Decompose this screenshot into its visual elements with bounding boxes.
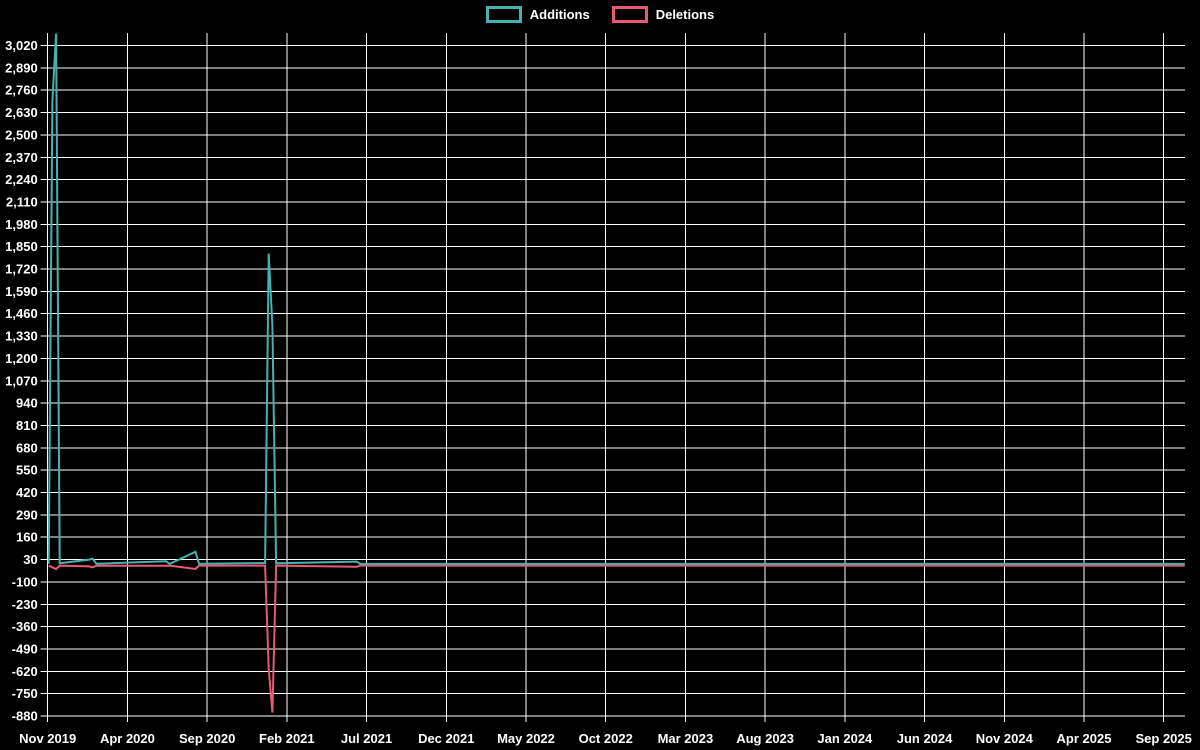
- additions-swatch-icon: [485, 6, 522, 23]
- svg-text:Apr 2025: Apr 2025: [1057, 731, 1112, 746]
- svg-text:-620: -620: [12, 664, 38, 679]
- svg-text:1,590: 1,590: [5, 284, 38, 299]
- svg-text:Aug 2023: Aug 2023: [736, 731, 794, 746]
- svg-text:680: 680: [16, 440, 38, 455]
- deletions-swatch-icon: [611, 6, 648, 23]
- svg-text:1,980: 1,980: [5, 217, 38, 232]
- svg-text:1,330: 1,330: [5, 329, 38, 344]
- svg-text:-100: -100: [12, 574, 38, 589]
- svg-text:Mar 2023: Mar 2023: [658, 731, 714, 746]
- svg-text:-360: -360: [12, 619, 38, 634]
- svg-text:Jul 2021: Jul 2021: [341, 731, 392, 746]
- legend-label-additions: Additions: [529, 7, 590, 22]
- svg-text:-750: -750: [12, 686, 38, 701]
- svg-text:2,240: 2,240: [5, 172, 38, 187]
- svg-text:Dec 2021: Dec 2021: [418, 731, 474, 746]
- legend-label-deletions: Deletions: [655, 7, 715, 22]
- svg-text:2,890: 2,890: [5, 60, 38, 75]
- svg-text:810: 810: [16, 418, 38, 433]
- chart-legend: Additions Deletions: [0, 6, 1200, 23]
- svg-text:2,110: 2,110: [6, 194, 38, 209]
- legend-item-deletions[interactable]: Deletions: [611, 6, 715, 23]
- svg-text:Feb 2021: Feb 2021: [259, 731, 315, 746]
- svg-text:Apr 2020: Apr 2020: [100, 731, 155, 746]
- svg-text:3,020: 3,020: [5, 38, 38, 53]
- svg-text:2,370: 2,370: [5, 150, 38, 165]
- svg-text:1,070: 1,070: [5, 373, 38, 388]
- svg-text:-230: -230: [12, 597, 38, 612]
- svg-text:Sep 2020: Sep 2020: [179, 731, 235, 746]
- svg-text:1,460: 1,460: [5, 306, 38, 321]
- svg-text:2,630: 2,630: [5, 105, 38, 120]
- svg-text:1,720: 1,720: [5, 262, 38, 277]
- svg-text:2,760: 2,760: [5, 83, 38, 98]
- svg-text:May 2022: May 2022: [497, 731, 555, 746]
- svg-text:Jun 2024: Jun 2024: [897, 731, 953, 746]
- svg-text:30: 30: [23, 552, 37, 567]
- svg-text:-490: -490: [12, 641, 38, 656]
- svg-text:420: 420: [16, 485, 38, 500]
- svg-text:Sep 2025: Sep 2025: [1136, 731, 1192, 746]
- svg-text:290: 290: [16, 507, 38, 522]
- svg-text:550: 550: [16, 463, 38, 478]
- svg-text:Nov 2019: Nov 2019: [19, 731, 76, 746]
- svg-text:-880: -880: [12, 709, 38, 724]
- svg-text:1,850: 1,850: [5, 239, 38, 254]
- svg-text:160: 160: [16, 530, 38, 545]
- svg-text:940: 940: [16, 396, 38, 411]
- svg-text:Jan 2024: Jan 2024: [817, 731, 873, 746]
- svg-text:1,200: 1,200: [5, 351, 38, 366]
- svg-text:2,500: 2,500: [5, 127, 38, 142]
- legend-item-additions[interactable]: Additions: [485, 6, 590, 23]
- svg-text:Oct 2022: Oct 2022: [579, 731, 633, 746]
- svg-text:Nov 2024: Nov 2024: [976, 731, 1034, 746]
